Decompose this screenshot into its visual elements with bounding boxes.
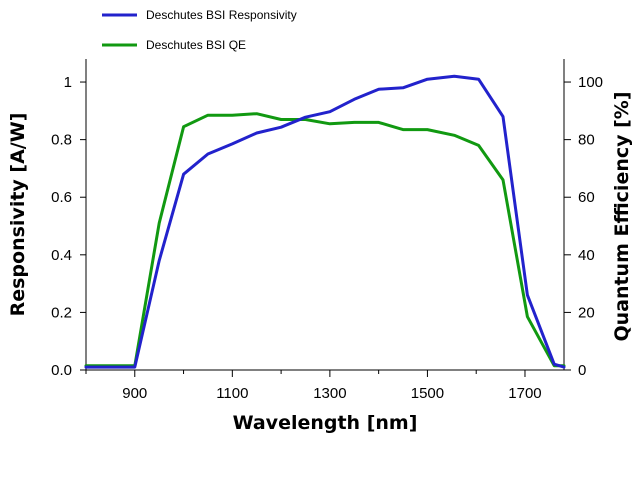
- y-left-tick-label: 0.0: [51, 362, 72, 379]
- qe-series-line: [84, 112, 566, 368]
- y-left-tick-label: 1: [64, 74, 72, 91]
- y-right-tick-label: 100: [578, 74, 603, 91]
- y-left-tick-label: 0.4: [51, 247, 72, 264]
- y-right-tick-label: 20: [578, 304, 595, 321]
- y-right-tick-label: 40: [578, 247, 595, 264]
- y-right-tick-label: 0: [578, 362, 586, 379]
- x-axis-title: Wavelength [nm]: [233, 412, 418, 434]
- x-tick-label: 1500: [411, 385, 444, 402]
- x-tick-label: 900: [122, 385, 147, 402]
- responsivity-series-line: [84, 74, 566, 369]
- x-tick-label: 1300: [313, 385, 346, 402]
- y-left-tick-label: 0.8: [51, 132, 72, 149]
- legend-label: Deschutes BSI QE: [146, 38, 246, 52]
- y-right-tick-label: 80: [578, 132, 595, 149]
- legend-label: Deschutes BSI Responsivity: [146, 8, 297, 22]
- y-right-tick-label: 60: [578, 189, 595, 206]
- x-tick-label: 1100: [216, 385, 248, 402]
- y-axis-left-title: Responsivity [A/W]: [7, 113, 29, 317]
- y-left-tick-label: 0.2: [51, 304, 72, 321]
- x-tick-label: 1700: [508, 385, 541, 402]
- chart-legend: Deschutes BSI Responsivity Deschutes BSI …: [102, 8, 297, 52]
- y-axis-right-title: Quantum Efficiency [%]: [611, 91, 633, 341]
- chart-axes: [85, 59, 565, 371]
- y-left-tick-label: 0.6: [51, 189, 72, 206]
